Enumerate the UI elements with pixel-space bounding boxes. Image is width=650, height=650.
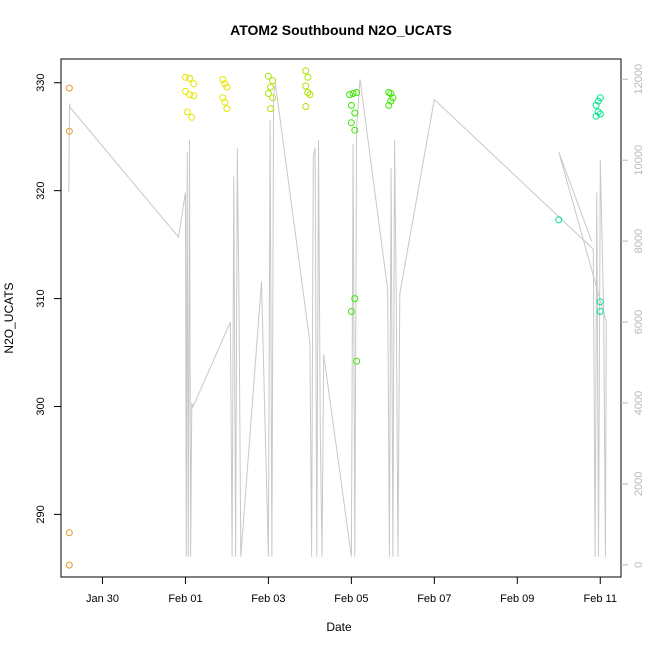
data-point xyxy=(223,83,231,91)
x-tick-label: Feb 09 xyxy=(500,593,534,605)
data-point xyxy=(181,73,189,81)
data-point xyxy=(219,76,227,83)
data-point xyxy=(304,73,312,81)
y2-tick-label: 12000 xyxy=(633,64,645,95)
data-point xyxy=(219,94,227,102)
data-point xyxy=(353,89,361,96)
altitude-line-layer xyxy=(68,79,607,557)
data-point xyxy=(346,91,354,99)
data-point xyxy=(65,529,73,537)
data-point xyxy=(592,101,600,109)
data-point xyxy=(65,84,73,92)
data-point xyxy=(385,101,393,109)
data-point xyxy=(387,90,395,97)
altitude-line xyxy=(68,79,607,557)
data-point xyxy=(65,127,73,135)
data-point xyxy=(190,92,198,100)
y-tick-label: 330 xyxy=(35,74,47,92)
data-point xyxy=(594,108,602,116)
y2-tick-label: 10000 xyxy=(633,145,645,176)
chart-title: ATOM2 Southbound N2O_UCATS xyxy=(230,22,452,38)
data-point xyxy=(221,98,229,106)
y2-axis: 0 2000 4000 6000 8000 10000 12000 xyxy=(621,64,645,568)
data-point xyxy=(596,110,604,118)
data-point xyxy=(347,119,355,127)
data-point xyxy=(304,89,312,96)
y-axis-label: N2O_UCATS xyxy=(2,282,16,353)
data-point xyxy=(181,87,189,95)
x-tick-label: Feb 01 xyxy=(168,593,202,605)
data-point xyxy=(555,216,563,224)
y2-tick-label: 6000 xyxy=(633,310,645,334)
y2-tick-label: 2000 xyxy=(633,472,645,496)
data-point xyxy=(351,295,359,303)
data-point xyxy=(269,77,277,85)
y-tick-label: 300 xyxy=(35,397,47,415)
data-point xyxy=(347,101,355,109)
data-point xyxy=(351,126,359,134)
y-tick-label: 320 xyxy=(35,181,47,199)
y2-tick-label: 4000 xyxy=(633,391,645,415)
data-point xyxy=(302,82,310,90)
data-point xyxy=(596,94,604,102)
x-tick-label: Jan 30 xyxy=(86,593,119,605)
data-points-layer xyxy=(65,67,604,569)
data-point xyxy=(351,109,359,117)
plot-frame xyxy=(60,58,622,578)
x-tick-label: Feb 03 xyxy=(251,593,285,605)
y-tick-label: 290 xyxy=(35,505,47,523)
data-point xyxy=(186,74,194,82)
data-point xyxy=(184,108,191,116)
y2-tick-label: 0 xyxy=(633,562,645,568)
data-point xyxy=(387,97,395,105)
data-point xyxy=(596,308,604,315)
data-point xyxy=(264,90,272,97)
data-point xyxy=(186,91,194,99)
data-point xyxy=(188,113,196,121)
data-point xyxy=(353,357,361,365)
x-tick-label: Feb 07 xyxy=(417,593,451,605)
x-axis-label: Date xyxy=(326,620,352,634)
data-point xyxy=(347,308,355,315)
y-axis: 290 300 310 320 330 xyxy=(35,74,61,524)
data-point xyxy=(306,91,314,99)
x-tick-label: Feb 11 xyxy=(584,593,617,605)
data-point xyxy=(269,94,277,102)
data-point xyxy=(223,105,231,113)
x-axis: Jan 30 Feb 01 Feb 03 Feb 05 Feb 07 Feb 09 Feb … xyxy=(86,576,617,605)
data-point xyxy=(302,67,310,75)
x-tick-label: Feb 05 xyxy=(334,593,368,605)
data-point xyxy=(349,90,357,97)
y-tick-label: 310 xyxy=(35,289,47,307)
y2-tick-label: 8000 xyxy=(633,229,645,253)
data-point xyxy=(596,298,604,306)
data-point xyxy=(592,112,600,120)
data-point xyxy=(65,561,73,569)
data-point xyxy=(264,72,272,80)
data-point xyxy=(267,105,274,113)
data-point xyxy=(302,103,310,110)
data-point xyxy=(190,80,198,88)
data-point xyxy=(267,83,274,91)
